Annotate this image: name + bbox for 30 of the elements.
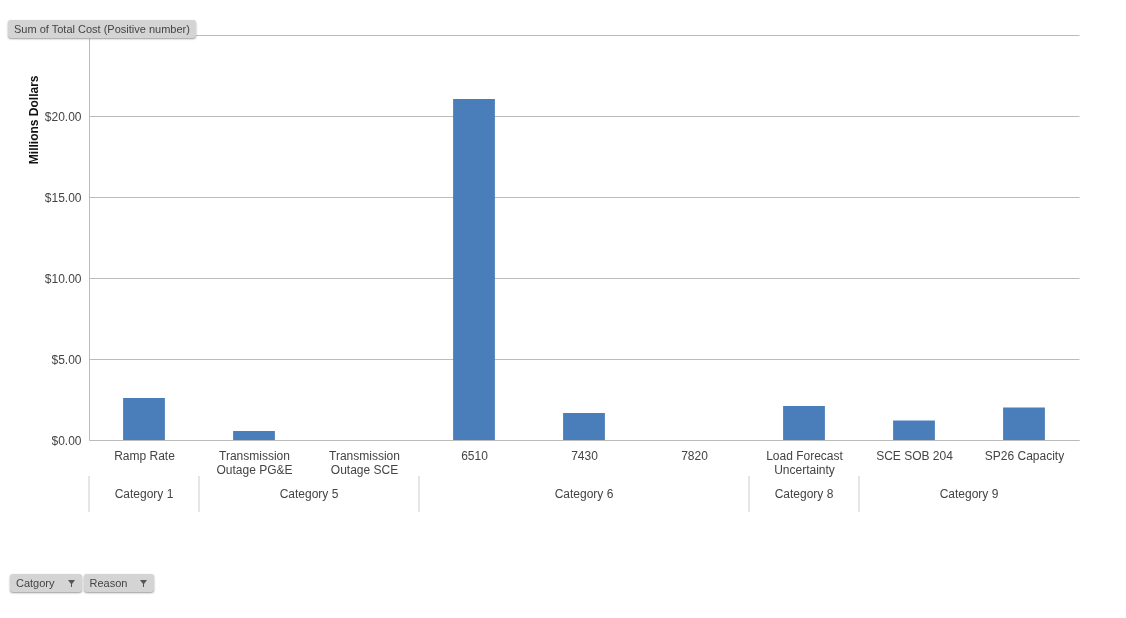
chart-title: Sum of Total Cost (Positive number) [8,20,196,38]
x-tick-label: SCE SOB 204 [876,448,954,463]
y-tick-label: $20.00 [44,109,82,124]
bar [893,420,935,440]
bar [1003,407,1045,440]
x-tick-label: 7430 [571,448,599,463]
x-tick-label: Ramp Rate [114,448,176,463]
x-tick-label: Load Forecast Uncertainty [766,448,844,477]
text: Category 5 [279,487,339,501]
text: Catgory [16,577,55,589]
x-tick-label: 6510 [461,448,489,463]
y-tick-label: $0.00 [51,433,82,448]
bar [123,397,165,440]
text: Category 8 [774,487,834,501]
bar [453,98,495,440]
y-axis-title: Millions Dollars [26,75,41,165]
text: Reason [89,577,128,589]
x-tick-label: 7820 [681,448,709,463]
text: Category 9 [939,487,999,501]
x-tick-label: Transmission Outage SCE [329,448,400,477]
bar [783,405,825,440]
bar [233,431,275,440]
x-tick-label: SP26 Capacity [984,448,1065,463]
y-tick-label: $5.00 [51,352,82,367]
text: Category 1 [114,487,174,501]
y-tick-label: $15.00 [44,190,82,205]
x-tick-label: Transmission Outage PG&E [216,448,293,477]
y-tick-label: $10.00 [44,271,82,286]
bar [563,412,605,440]
text: Category 6 [554,487,614,501]
